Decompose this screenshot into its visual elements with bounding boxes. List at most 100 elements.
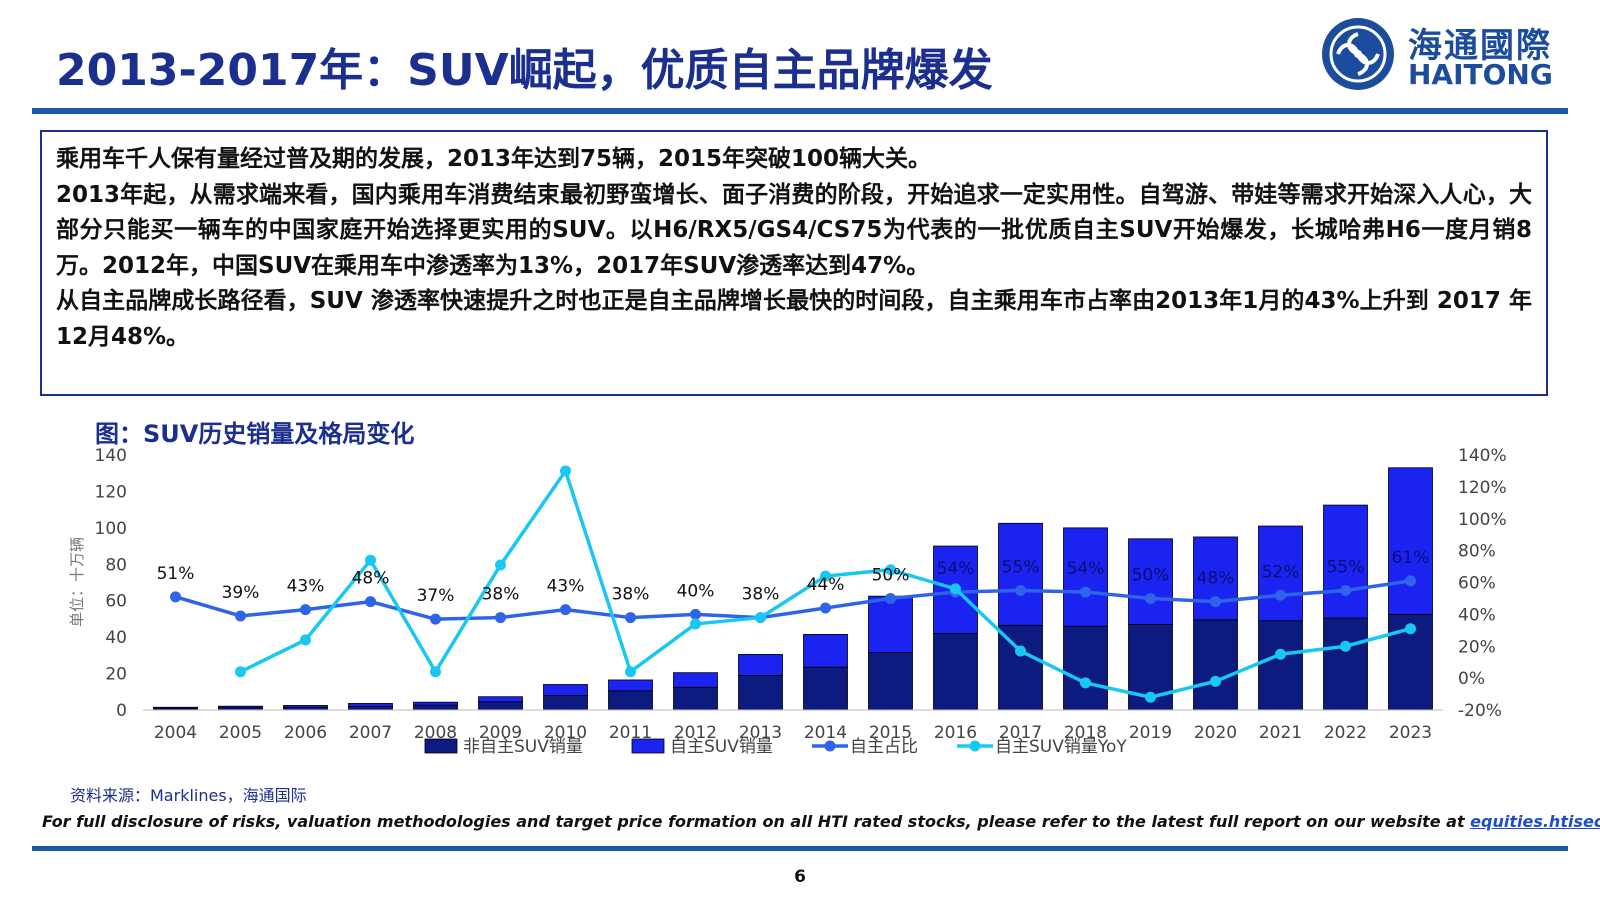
y2-tick-label: 80% [1458,542,1496,562]
point-domestic-yoy [755,612,766,624]
bar-non-domestic [673,686,718,711]
page-number: 6 [794,867,806,887]
bar-non-domestic [1258,620,1303,711]
disclaimer-text: For full disclosure of risks, valuation … [42,812,1471,831]
x-tick-label: 2004 [154,723,197,743]
legend-label: 自主占比 [850,737,918,757]
point-domestic-yoy [625,666,636,678]
x-tick-label: 2008 [414,723,457,743]
line-domestic-share [175,579,1411,621]
bar-non-domestic [543,695,588,711]
x-tick-label: 2005 [219,723,262,743]
x-tick-label: 2022 [1324,723,1367,743]
data-label-share: 48% [1197,569,1235,589]
point-domestic-share [495,612,506,624]
point-domestic-share [1080,586,1091,598]
data-label-share: 50% [872,565,910,585]
x-tick-label: 2013 [739,723,782,743]
point-domestic-yoy [430,666,441,678]
x-tick-label: 2020 [1194,723,1237,743]
data-label-share: 50% [1132,565,1170,585]
point-domestic-share [430,613,441,625]
bar-domestic [803,634,848,668]
point-domestic-yoy [1210,675,1221,687]
bar-domestic [1063,527,1108,627]
x-tick-label: 2011 [609,723,652,743]
x-tick-label: 2009 [479,723,522,743]
point-domestic-share [170,591,181,603]
data-label-share: 54% [937,559,975,579]
data-label-share: 39% [222,583,260,603]
legend-label: 自主SUV销量YoY [995,737,1127,757]
legend-label: 自主SUV销量 [670,737,773,757]
bar-domestic [738,654,783,676]
legend-swatch [631,738,665,754]
x-tick-label: 2019 [1129,723,1172,743]
point-domestic-share [300,604,311,616]
point-domestic-share [1145,592,1156,604]
source-note: 资料来源：Marklines，海通国际 [70,786,307,805]
point-domestic-yoy [950,583,961,595]
x-tick-label: 2017 [999,723,1042,743]
legend-swatch [969,740,981,752]
data-label-share: 38% [482,585,520,605]
data-label-share: 37% [417,586,455,606]
point-domestic-share [1015,584,1026,596]
website-link[interactable]: equities.htisec.com [1470,812,1600,831]
bar-domestic [1128,538,1173,625]
bar-domestic [478,696,523,703]
y2-tick-label: -20% [1458,701,1502,721]
bar-non-domestic [738,674,783,711]
bar-non-domestic [1323,617,1368,711]
bar-non-domestic [1193,619,1238,711]
disclaimer: For full disclosure of risks, valuation … [42,812,1600,831]
point-domestic-share [1275,589,1286,601]
point-domestic-yoy [1405,623,1416,635]
bar-non-domestic [608,690,653,711]
summary-box: 乘用车千人保有量经过普及期的发展，2013年达到75辆，2015年突破100辆大… [40,130,1548,396]
bar-non-domestic [478,701,523,711]
logo-english-text: HAITONG [1408,58,1553,91]
bar-domestic [1388,467,1433,615]
x-tick-label: 2018 [1064,723,1107,743]
point-domestic-yoy [1080,677,1091,689]
x-tick-label: 2023 [1389,723,1432,743]
bar-domestic [153,706,198,709]
bar-non-domestic [933,633,978,711]
point-domestic-yoy [1340,640,1351,652]
summary-paragraph-3: 从自主品牌成长路径看，SUV 渗透率快速提升之时也正是自主品牌增长最快的时间段，… [56,288,1532,350]
y2-tick-label: 40% [1458,605,1496,625]
summary-paragraph-1: 乘用车千人保有量经过普及期的发展，2013年达到75辆，2015年突破100辆大… [56,146,932,172]
data-label-share: 40% [677,581,715,601]
y-tick-label: 100 [95,519,127,539]
point-domestic-yoy [495,559,506,571]
x-tick-label: 2010 [544,723,587,743]
point-domestic-yoy [560,465,571,477]
y2-tick-label: 140% [1458,446,1507,466]
y2-tick-label: 20% [1458,637,1496,657]
bar-non-domestic [348,705,393,711]
y2-tick-label: 100% [1458,510,1507,530]
bar-domestic [868,595,913,654]
y-tick-label: 120 [95,482,127,502]
point-domestic-share [235,610,246,622]
bar-domestic [1258,525,1303,622]
y-tick-label: 20 [105,665,127,685]
point-domestic-share [1340,584,1351,596]
bar-domestic [283,705,328,708]
point-domestic-share [1210,596,1221,608]
data-label-share: 55% [1002,557,1040,577]
data-label-share: 55% [1327,557,1365,577]
point-domestic-yoy [300,634,311,646]
point-domestic-share [690,608,701,620]
bar-domestic [608,679,653,692]
bar-non-domestic [868,652,913,711]
chart-title: 图：SUV历史销量及格局变化 [95,420,415,448]
haitong-emblem-icon [1322,18,1394,90]
point-domestic-yoy [820,570,831,582]
legend-swatch [424,738,458,754]
header-divider [32,108,1568,114]
x-tick-label: 2014 [804,723,847,743]
y-axis-title: 单位：十万辆 [68,537,86,627]
y-tick-label: 0 [116,701,127,721]
